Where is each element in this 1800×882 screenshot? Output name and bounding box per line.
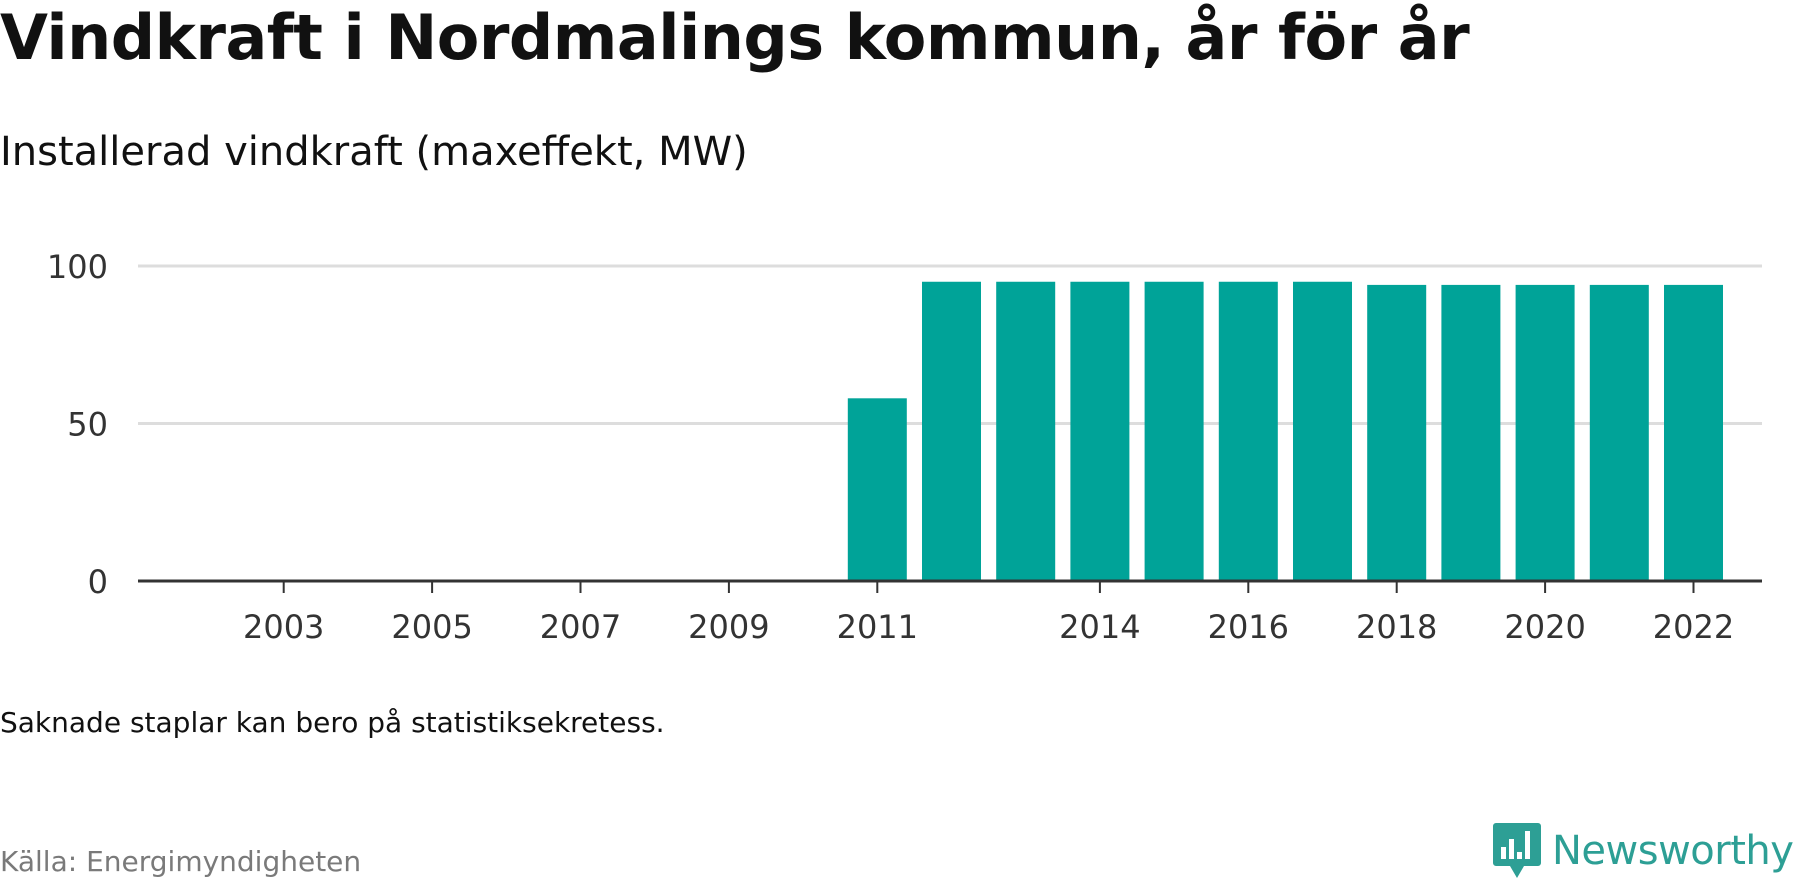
bar-2015 [1144,281,1204,581]
chart-title: Vindkraft i Nordmalings kommun, år för å… [0,1,1470,74]
bar-2020 [1515,284,1575,581]
y-axis-ticks: 0 50 100 [47,248,108,601]
bar-chart: 2003 2005 2007 2009 2011 2014 2016 2018 2020 2022… [47,248,1762,646]
footnote: Saknade staplar kan bero på statistiksek… [0,706,665,739]
x-tick-label: 2007 [540,608,621,646]
x-tick-label: 2022 [1653,608,1734,646]
bar-2018 [1367,284,1427,581]
x-tick-label: 2011 [837,608,918,646]
x-tick-label: 2003 [243,608,324,646]
x-tick-label: 2016 [1208,608,1289,646]
bar-2014 [1070,281,1130,581]
bar-chart-speech-bubble-icon [1493,823,1541,878]
y-tick-label: 100 [47,248,108,286]
bar-2011 [847,398,907,581]
bar-2016 [1218,281,1278,581]
chart-subtitle: Installerad vindkraft (maxeffekt, MW) [0,129,748,175]
bar-2021 [1589,284,1649,581]
brand-name: Newsworthy [1552,828,1794,874]
brand-logo: Newsworthy [1492,820,1794,882]
x-tick-label: 2018 [1356,608,1437,646]
x-tick-label: 2014 [1059,608,1140,646]
bar-2022 [1664,284,1723,581]
x-axis-ticks: 2003 2005 2007 2009 2011 2014 2016 2018 2020 2022 [243,581,1734,646]
x-tick-label: 2009 [688,608,769,646]
source-credit: Källa: Energimyndigheten [0,845,362,878]
x-tick-label: 2005 [391,608,472,646]
bar-2012 [922,281,981,581]
bars [847,281,1723,581]
bar-2019 [1441,284,1501,581]
bar-2017 [1293,281,1352,581]
bar-2013 [996,281,1056,581]
y-tick-label: 0 [88,563,108,601]
x-tick-label: 2020 [1504,608,1585,646]
y-tick-label: 50 [67,406,108,444]
